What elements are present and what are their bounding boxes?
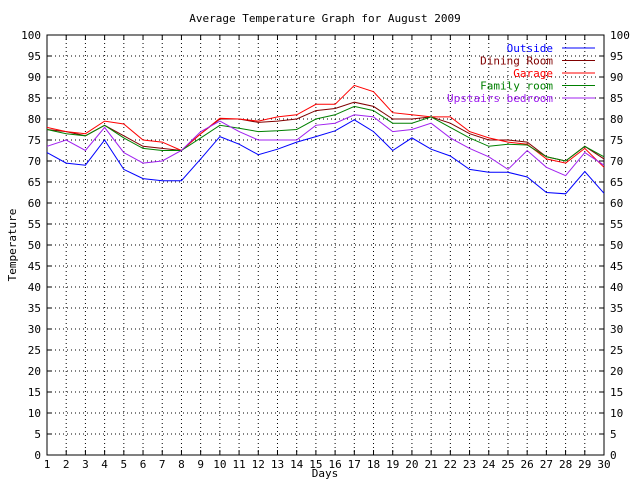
y-tick-label-right: 0 (610, 449, 617, 462)
y-tick-label-right: 95 (610, 50, 623, 63)
y-tick-label-left: 40 (28, 281, 41, 294)
y-tick-label-left: 80 (28, 113, 41, 126)
series-line-upstairs-bedroom (46, 114, 605, 177)
y-tick-label-right: 65 (610, 176, 623, 189)
y-tick-label-left: 10 (28, 407, 41, 420)
y-tick-label-left: 50 (28, 239, 41, 252)
x-tick-label: 4 (101, 458, 108, 471)
y-tick-label-right: 80 (610, 113, 623, 126)
x-tick-label: 8 (178, 458, 185, 471)
y-tick-label-left: 90 (28, 71, 41, 84)
y-tick-label-left: 30 (28, 323, 41, 336)
series-line-family-room (46, 105, 605, 162)
y-tick-label-right: 55 (610, 218, 623, 231)
y-tick-label-left: 75 (28, 134, 41, 147)
y-tick-label-left: 45 (28, 260, 41, 273)
y-tick-label-left: 35 (28, 302, 41, 315)
y-tick-label-right: 10 (610, 407, 623, 420)
x-tick-label: 7 (159, 458, 166, 471)
x-tick-label: 1 (44, 458, 51, 471)
y-tick-label-right: 85 (610, 92, 623, 105)
x-tick-label: 24 (482, 458, 496, 471)
y-tick-label-right: 15 (610, 386, 623, 399)
x-tick-label: 9 (197, 458, 204, 471)
x-tick-label: 25 (501, 458, 514, 471)
y-tick-label-right: 60 (610, 197, 623, 210)
legend-label-dining-room: Dining Room (480, 55, 553, 68)
x-tick-label: 19 (386, 458, 399, 471)
y-tick-label-left: 55 (28, 218, 41, 231)
y-tick-label-right: 70 (610, 155, 623, 168)
legend-label-outside: Outside (507, 42, 553, 55)
y-tick-label-left: 0 (34, 449, 41, 462)
y-tick-label-left: 5 (34, 428, 41, 441)
y-tick-label-right: 30 (610, 323, 623, 336)
y-tick-label-right: 45 (610, 260, 623, 273)
x-tick-label: 6 (140, 458, 147, 471)
legend-label-family-room: Family room (480, 80, 553, 93)
x-tick-label: 2 (63, 458, 70, 471)
y-tick-label-right: 35 (610, 302, 623, 315)
x-tick-label: 16 (328, 458, 341, 471)
x-tick-label: 14 (290, 458, 304, 471)
x-tick-label: 28 (559, 458, 572, 471)
y-tick-label-right: 90 (610, 71, 623, 84)
y-axis-label: Temperature (6, 209, 19, 282)
x-tick-label: 5 (121, 458, 128, 471)
x-tick-label: 27 (540, 458, 553, 471)
x-tick-label: 18 (367, 458, 380, 471)
y-tick-label-right: 75 (610, 134, 623, 147)
y-tick-label-left: 25 (28, 344, 41, 357)
x-tick-label: 22 (444, 458, 457, 471)
series-layer (46, 84, 605, 195)
x-tick-layer: 1 2 3 4 5 6 7 8 9 10 11 12 13 14 15 16 17 18 19 20 21 22 23 24 2… (44, 35, 611, 471)
y-tick-label-left: 15 (28, 386, 41, 399)
y-tick-label-right: 100 (610, 29, 630, 42)
x-tick-label: 30 (597, 458, 610, 471)
y-tick-label-right: 25 (610, 344, 623, 357)
y-tick-label-right: 20 (610, 365, 623, 378)
x-tick-label: 20 (405, 458, 418, 471)
x-tick-label: 23 (463, 458, 476, 471)
x-tick-label: 15 (309, 458, 322, 471)
x-tick-label: 10 (213, 458, 226, 471)
legend-label-garage: Garage (513, 67, 553, 80)
x-tick-label: 13 (271, 458, 284, 471)
series-line-garage (46, 84, 605, 168)
y-tick-label-left: 60 (28, 197, 41, 210)
y-tick-label-left: 65 (28, 176, 41, 189)
y-tick-label-left: 100 (21, 29, 41, 42)
y-tick-label-right: 5 (610, 428, 617, 441)
y-tick-label-left: 70 (28, 155, 41, 168)
x-tick-label: 29 (578, 458, 591, 471)
y-tick-label-right: 40 (610, 281, 623, 294)
series-line-dining-room (46, 101, 605, 162)
x-tick-label: 11 (232, 458, 245, 471)
x-tick-label: 3 (82, 458, 89, 471)
y-tick-label-right: 50 (610, 239, 623, 252)
x-tick-label: 17 (348, 458, 361, 471)
series-line-outside (46, 119, 605, 195)
x-tick-label: 26 (521, 458, 534, 471)
x-axis-label: Days (312, 467, 339, 480)
y-tick-label-left: 85 (28, 92, 41, 105)
legend-label-upstairs-bedroom: Upstairs bedroom (447, 92, 553, 105)
x-tick-label: 21 (425, 458, 438, 471)
x-tick-label: 12 (252, 458, 265, 471)
chart-title: Average Temperature Graph for August 200… (189, 12, 461, 25)
y-tick-label-left: 20 (28, 365, 41, 378)
y-tick-label-left: 95 (28, 50, 41, 63)
